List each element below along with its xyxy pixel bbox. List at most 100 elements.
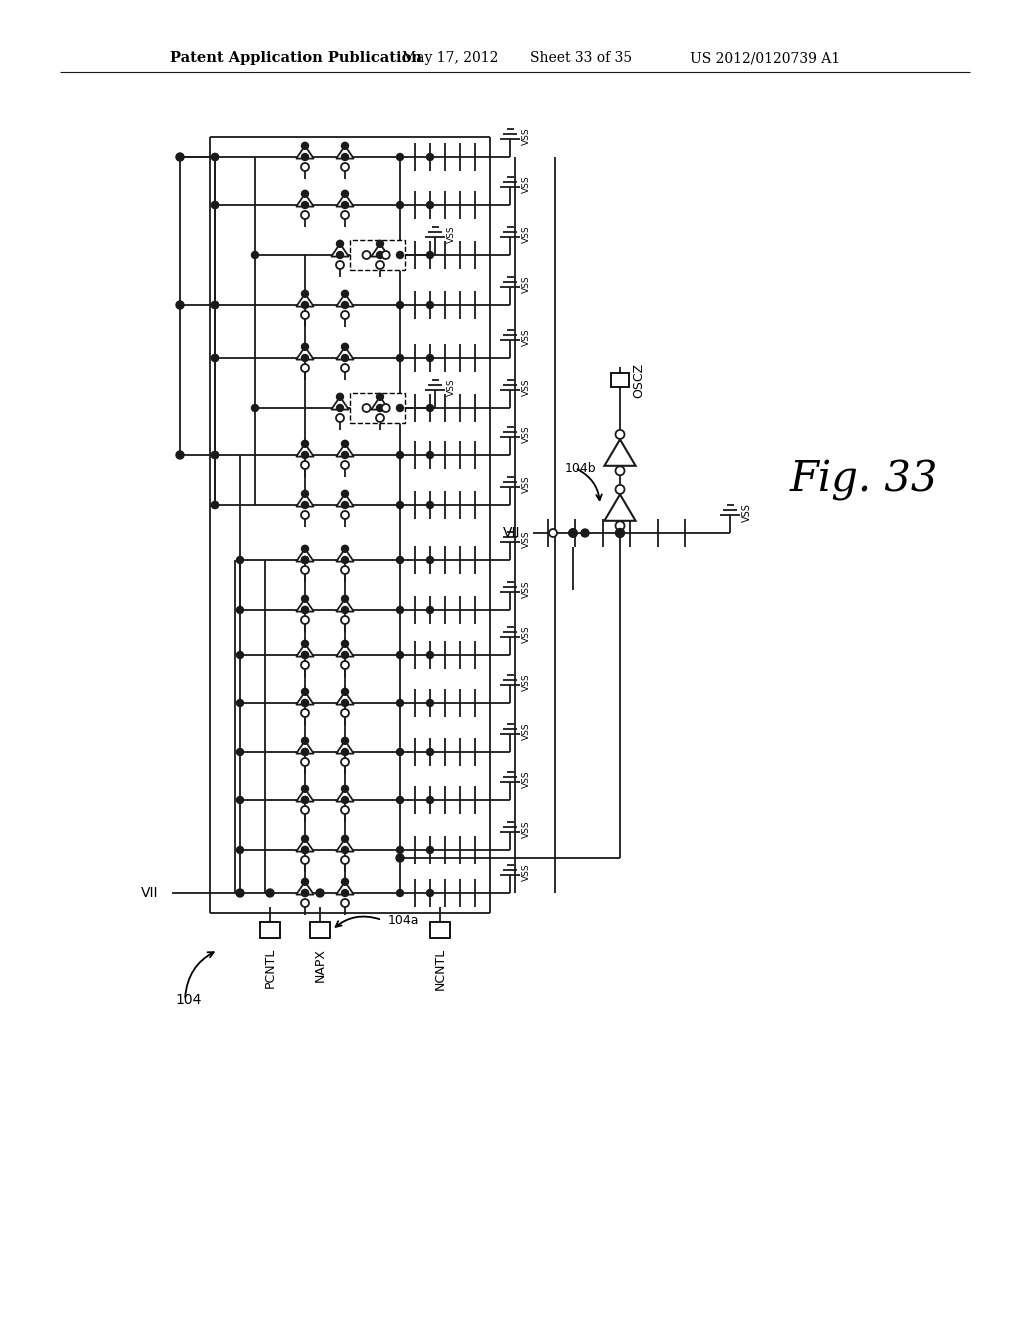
Polygon shape bbox=[336, 741, 354, 754]
Circle shape bbox=[237, 700, 244, 706]
Circle shape bbox=[212, 202, 218, 209]
Circle shape bbox=[337, 393, 343, 400]
Circle shape bbox=[341, 190, 348, 197]
Circle shape bbox=[301, 855, 309, 865]
Circle shape bbox=[212, 355, 218, 362]
Circle shape bbox=[341, 490, 348, 498]
Text: US 2012/0120739 A1: US 2012/0120739 A1 bbox=[690, 51, 840, 65]
Circle shape bbox=[237, 796, 244, 804]
Circle shape bbox=[252, 252, 258, 259]
Text: VSS: VSS bbox=[447, 226, 456, 243]
Polygon shape bbox=[296, 599, 313, 611]
Circle shape bbox=[301, 502, 308, 508]
Circle shape bbox=[301, 652, 308, 659]
FancyBboxPatch shape bbox=[350, 393, 406, 422]
Circle shape bbox=[427, 846, 433, 854]
Polygon shape bbox=[296, 644, 313, 656]
Circle shape bbox=[341, 661, 349, 669]
Circle shape bbox=[237, 748, 244, 755]
Circle shape bbox=[615, 484, 625, 494]
Circle shape bbox=[301, 355, 308, 362]
Text: VSS: VSS bbox=[522, 722, 531, 739]
Polygon shape bbox=[331, 397, 349, 409]
Polygon shape bbox=[336, 644, 354, 656]
Circle shape bbox=[341, 451, 348, 458]
Circle shape bbox=[341, 855, 349, 865]
Text: VSS: VSS bbox=[522, 127, 531, 145]
Circle shape bbox=[427, 652, 433, 659]
Polygon shape bbox=[296, 838, 313, 851]
Text: 104b: 104b bbox=[565, 462, 597, 474]
Circle shape bbox=[176, 451, 184, 459]
Polygon shape bbox=[296, 444, 313, 457]
Circle shape bbox=[341, 878, 348, 886]
Circle shape bbox=[301, 312, 309, 319]
Circle shape bbox=[301, 688, 308, 696]
Circle shape bbox=[237, 606, 244, 614]
Circle shape bbox=[301, 748, 308, 755]
Text: 104a: 104a bbox=[388, 913, 420, 927]
Circle shape bbox=[301, 606, 308, 614]
Circle shape bbox=[301, 796, 308, 804]
Circle shape bbox=[396, 301, 403, 309]
Circle shape bbox=[301, 709, 309, 717]
Text: Patent Application Publication: Patent Application Publication bbox=[170, 51, 422, 65]
Circle shape bbox=[341, 162, 349, 172]
Circle shape bbox=[396, 252, 403, 259]
Polygon shape bbox=[336, 294, 354, 306]
Text: OSCZ: OSCZ bbox=[632, 363, 645, 397]
Polygon shape bbox=[296, 145, 313, 158]
Circle shape bbox=[301, 461, 309, 469]
Polygon shape bbox=[371, 244, 389, 256]
Circle shape bbox=[336, 261, 344, 269]
Circle shape bbox=[341, 890, 348, 896]
Polygon shape bbox=[296, 294, 313, 306]
Circle shape bbox=[341, 557, 348, 564]
Circle shape bbox=[341, 758, 349, 766]
Text: VSS: VSS bbox=[522, 626, 531, 643]
Circle shape bbox=[301, 785, 308, 792]
Polygon shape bbox=[336, 347, 354, 359]
Circle shape bbox=[341, 606, 348, 614]
Circle shape bbox=[301, 557, 308, 564]
Polygon shape bbox=[296, 789, 313, 801]
Text: NAPX: NAPX bbox=[313, 948, 327, 982]
Circle shape bbox=[376, 261, 384, 269]
Circle shape bbox=[337, 240, 343, 247]
Polygon shape bbox=[336, 692, 354, 705]
Polygon shape bbox=[296, 549, 313, 561]
Circle shape bbox=[569, 529, 577, 537]
Circle shape bbox=[341, 738, 348, 744]
Circle shape bbox=[301, 490, 308, 498]
Text: VSS: VSS bbox=[522, 820, 531, 838]
Text: VII: VII bbox=[503, 525, 520, 540]
Circle shape bbox=[341, 796, 348, 804]
Circle shape bbox=[341, 461, 349, 469]
FancyBboxPatch shape bbox=[260, 921, 280, 939]
Circle shape bbox=[212, 451, 218, 458]
Circle shape bbox=[212, 451, 218, 458]
Circle shape bbox=[615, 466, 625, 475]
Circle shape bbox=[581, 529, 589, 537]
Circle shape bbox=[316, 888, 324, 898]
Text: May 17, 2012: May 17, 2012 bbox=[402, 51, 499, 65]
Polygon shape bbox=[336, 194, 354, 207]
Circle shape bbox=[341, 290, 348, 297]
Circle shape bbox=[301, 846, 308, 854]
Circle shape bbox=[382, 251, 390, 259]
Circle shape bbox=[396, 557, 403, 564]
Circle shape bbox=[176, 153, 183, 161]
Circle shape bbox=[252, 404, 258, 412]
FancyBboxPatch shape bbox=[310, 921, 330, 939]
Circle shape bbox=[549, 529, 557, 537]
Circle shape bbox=[212, 153, 218, 161]
Text: VSS: VSS bbox=[522, 176, 531, 193]
FancyBboxPatch shape bbox=[350, 240, 406, 271]
Circle shape bbox=[212, 355, 218, 362]
Circle shape bbox=[427, 355, 433, 362]
Circle shape bbox=[341, 301, 348, 309]
Circle shape bbox=[341, 748, 348, 755]
Polygon shape bbox=[331, 244, 349, 256]
Text: VSS: VSS bbox=[522, 475, 531, 492]
Circle shape bbox=[301, 441, 308, 447]
